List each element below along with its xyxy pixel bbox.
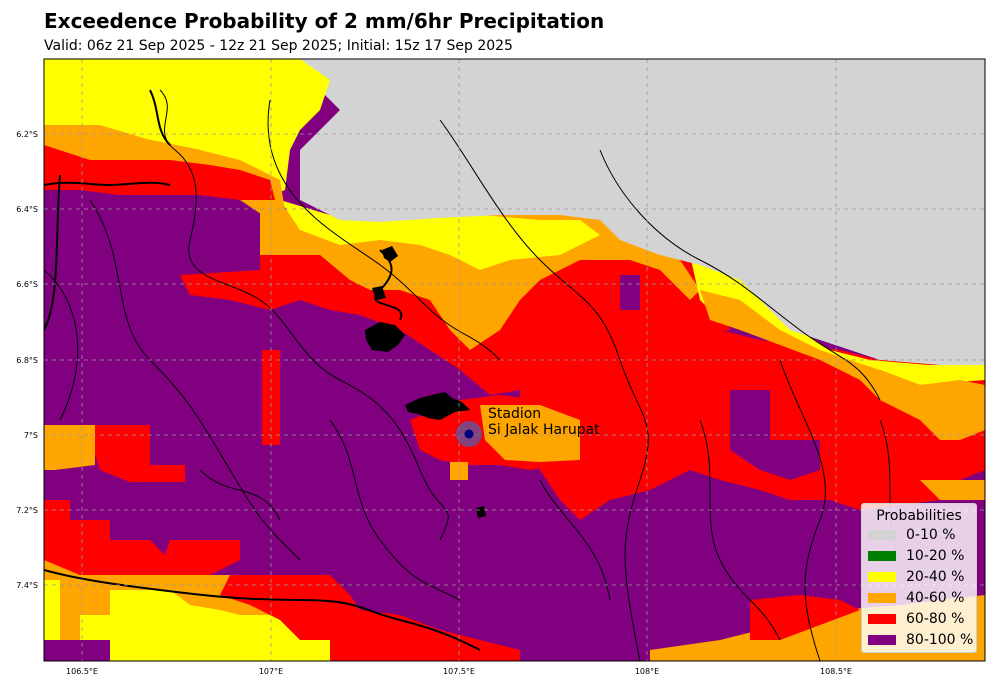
legend-swatch-40-60 [868,592,896,603]
legend-item: 80-100 % [868,629,976,650]
legend-swatch-20-40 [868,571,896,582]
region-80-100-north-core [620,275,640,310]
lon-tick-5: 108.5°E [820,667,852,676]
region-40-60-east-edge [920,480,985,500]
region-60-80-southwest-edge [44,500,240,580]
region-20-40-south-central [80,590,330,661]
lon-tick-4: 108°E [635,667,659,676]
legend-item: 40-60 % [868,587,976,608]
legend-label: 40-60 % [906,589,965,606]
station-dot [464,429,474,439]
region-0-10 [300,59,985,365]
lat-tick-4: 6.8°S [16,356,38,365]
legend-item: 20-40 % [868,566,976,587]
region-60-80-south [220,575,520,661]
map-frame [43,58,986,662]
lon-tick-2: 107°E [259,667,283,676]
region-40-60-central [480,405,580,462]
legend-swatch-60-80 [868,613,896,624]
lon-tick-3: 107.5°E [443,667,475,676]
region-60-80-west [95,425,185,482]
legend-item: 60-80 % [868,608,976,629]
lat-tick-3: 6.6°S [16,280,38,289]
legend-label: 10-20 % [906,547,965,564]
legend-swatch-10-20 [868,550,896,561]
legend-title: Probabilities [876,508,962,524]
region-80-100-east-core [730,390,820,480]
legend-swatch-80-100 [868,634,896,645]
region-20-40-south [44,580,60,640]
legend-label: 80-100 % [906,631,974,648]
legend-label: 60-80 % [906,610,965,627]
legend-label: 20-40 % [906,568,965,585]
lon-tick-1: 106.5°E [66,667,98,676]
legend-swatch-0-10 [868,529,896,540]
lat-tick-6: 7.2°S [16,506,38,515]
region-20-40-north [280,200,600,270]
region-20-40-northwest [44,59,330,200]
lat-tick-labels: 6.2°S 6.4°S 6.6°S 6.8°S 7°S 7.2°S 7.4°S [16,130,38,590]
station-marker[interactable] [456,421,482,447]
region-40-60-east [700,290,985,440]
legend-item: 0-10 % [868,524,976,545]
legend: Probabilities 0-10 % 10-20 % 20-40 % 40-… [861,503,977,653]
lat-tick-2: 6.4°S [16,205,38,214]
map-subtitle: Valid: 06z 21 Sep 2025 - 12z 21 Sep 2025… [44,38,513,54]
gridlines [44,59,985,661]
map-title: Exceedence Probability of 2 mm/6hr Preci… [44,9,605,33]
region-60-80-northwest [44,145,275,200]
lat-tick-5: 7°S [24,431,38,440]
legend-label: 0-10 % [906,526,956,543]
region-60-80-southeast [750,595,860,640]
lat-tick-7: 7.4°S [16,581,38,590]
legend-item: 10-20 % [868,545,976,566]
lon-tick-labels: 106.5°E 107°E 107.5°E 108°E 108.5°E [66,667,852,676]
station-name-line2: Si Jalak Harupat [488,422,600,438]
region-40-60-west [44,425,95,470]
station-name-line1: Stadion [488,406,541,422]
reservoirs [365,246,486,518]
lat-tick-1: 6.2°S [16,130,38,139]
